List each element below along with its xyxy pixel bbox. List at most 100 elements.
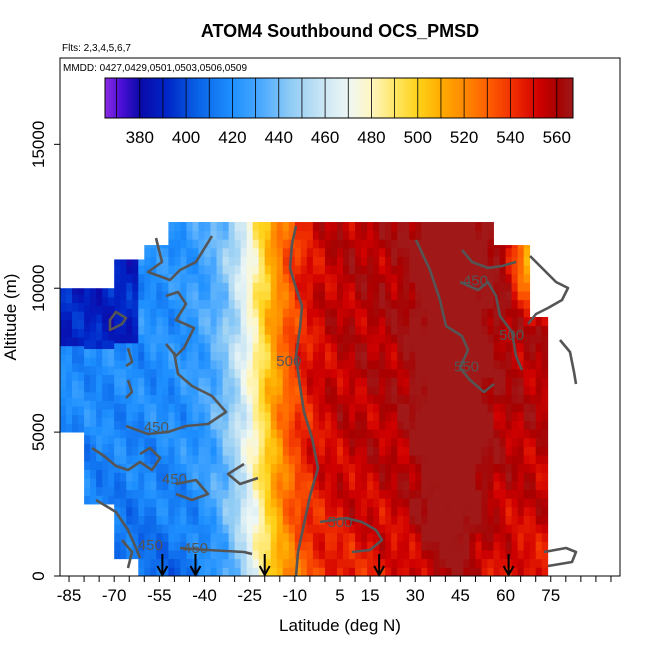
heatmap-cell — [324, 230, 332, 240]
heatmap-cell — [102, 460, 109, 470]
heatmap-cell — [433, 308, 440, 318]
heatmap-cell — [397, 394, 404, 404]
flight-arrow-head — [373, 565, 386, 578]
colorbar-segment — [197, 78, 200, 118]
heatmap-cell — [355, 472, 362, 482]
heatmap-cell — [481, 377, 488, 387]
heatmap-cell — [180, 558, 187, 568]
heatmap-cell — [493, 455, 500, 465]
heatmap-cell — [403, 325, 410, 335]
heatmap-cell — [168, 472, 175, 482]
heatmap-cell — [415, 411, 422, 421]
heatmap-cell — [312, 386, 320, 396]
heatmap-cell — [276, 532, 284, 542]
heatmap-cell — [499, 351, 506, 361]
heatmap-cell — [240, 481, 248, 491]
heatmap-cell — [138, 386, 145, 396]
heatmap-cell — [421, 377, 428, 387]
heatmap-cell — [373, 550, 380, 560]
contour-line — [95, 498, 142, 559]
heatmap-cell — [174, 472, 181, 482]
heatmap-cell — [445, 239, 452, 249]
heatmap-cell — [168, 541, 175, 551]
heatmap-cell — [433, 524, 440, 534]
heatmap-cell — [96, 478, 103, 488]
heatmap-cell — [96, 374, 103, 384]
heatmap-cell — [367, 558, 374, 568]
colorbar-segment — [541, 78, 544, 118]
heatmap-cell — [349, 429, 356, 439]
heatmap-cell — [336, 317, 344, 327]
chart-subtitle-dates: MMDD: 0427,0429,0501,0503,0506,0509 — [63, 63, 247, 74]
heatmap-cell — [162, 394, 169, 404]
heatmap-cell — [505, 386, 513, 396]
heatmap-cell — [403, 299, 410, 309]
heatmap-cell — [391, 550, 398, 560]
colorbar-segment — [415, 78, 418, 118]
heatmap-cell — [343, 446, 350, 456]
heatmap-cell — [541, 342, 549, 352]
heatmap-cell — [150, 351, 157, 361]
heatmap-cell — [505, 368, 513, 378]
heatmap-cell — [487, 351, 494, 361]
heatmap-cell — [403, 506, 410, 516]
heatmap-cell — [463, 325, 470, 335]
colorbar-segment — [251, 78, 254, 118]
heatmap-cell — [252, 308, 260, 318]
heatmap-cell — [499, 291, 506, 301]
heatmap-cell — [511, 498, 519, 508]
heatmap-cell — [439, 325, 446, 335]
heatmap-cell — [246, 230, 254, 240]
heatmap-cell — [210, 308, 217, 318]
heatmap-cell — [234, 532, 242, 542]
heatmap-cell — [409, 247, 416, 257]
heatmap-cell — [306, 506, 314, 516]
heatmap-cell — [294, 317, 302, 327]
heatmap-cell — [409, 265, 416, 275]
heatmap-cell — [433, 317, 440, 327]
heatmap-cell — [457, 420, 464, 430]
colorbar-segment — [571, 78, 574, 118]
heatmap-cell — [162, 360, 169, 370]
heatmap-cell — [132, 291, 139, 301]
heatmap-cell — [168, 481, 175, 491]
heatmap-cell — [475, 446, 482, 456]
heatmap-cell — [505, 247, 513, 257]
heatmap-cell — [433, 394, 440, 404]
heatmap-cell — [114, 259, 121, 266]
heatmap-cell — [469, 506, 476, 516]
heatmap-cell — [96, 409, 103, 419]
colorbar-segment — [371, 78, 374, 118]
heatmap-cell — [330, 230, 338, 240]
heatmap-cell — [433, 550, 440, 560]
heatmap-cell — [409, 386, 416, 396]
heatmap-cell — [144, 291, 151, 301]
heatmap-cell — [385, 342, 392, 352]
heatmap-cell — [252, 411, 260, 421]
heatmap-cell — [120, 282, 127, 292]
heatmap-cell — [463, 230, 470, 240]
heatmap-cell — [228, 342, 236, 352]
heatmap-cell — [373, 515, 380, 525]
heatmap-cell — [457, 247, 464, 257]
heatmap-cell — [403, 222, 410, 232]
heatmap-cell — [385, 489, 392, 499]
heatmap-cell — [228, 498, 236, 508]
heatmap-cell — [373, 429, 380, 439]
heatmap-cell — [324, 351, 332, 361]
heatmap-cell — [120, 334, 127, 344]
heatmap-cell — [138, 265, 145, 275]
colorbar-segment — [457, 78, 460, 118]
heatmap-cell — [427, 334, 434, 344]
heatmap-cell — [162, 403, 169, 413]
heatmap-cell — [361, 429, 368, 439]
heatmap-cell — [535, 437, 543, 447]
heatmap-cell — [282, 498, 290, 508]
heatmap-cell — [535, 550, 543, 560]
heatmap-cell — [349, 282, 356, 292]
heatmap-cell — [379, 256, 386, 266]
heatmap-cell — [66, 397, 73, 407]
colorbar-segment — [147, 78, 150, 118]
heatmap-cell — [324, 429, 332, 439]
heatmap-cell — [385, 360, 392, 370]
